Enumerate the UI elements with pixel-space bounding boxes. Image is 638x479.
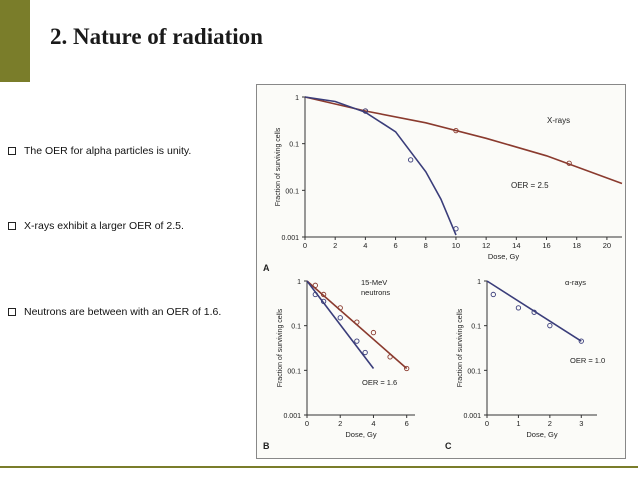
series-aerated	[304, 96, 459, 236]
data-point-marker	[362, 349, 368, 356]
y-tick-label: 0.001	[281, 235, 299, 242]
data-point-marker	[370, 329, 377, 336]
data-point-marker	[354, 319, 360, 325]
data-point-marker	[515, 305, 522, 311]
data-point-marker	[354, 338, 360, 344]
x-tick-label: 3	[579, 419, 583, 428]
data-point-marker	[312, 282, 318, 288]
x-axis-label: Dose, Gy	[526, 430, 558, 439]
bullet-item-alpha: The OER for alpha particles is unity.	[8, 145, 191, 157]
x-tick-label: 16	[542, 241, 550, 250]
panel-b-letter: B	[263, 441, 270, 451]
data-point-marker	[547, 323, 553, 329]
bottom-rule	[0, 466, 638, 468]
y-tick-label: 0.001	[283, 413, 301, 420]
y-tick-label: 1	[297, 279, 301, 286]
x-tick-label: 4	[371, 419, 375, 428]
data-point-marker	[320, 298, 327, 305]
x-tick-label: 2	[333, 241, 337, 250]
y-tick-label: 0.1	[291, 324, 301, 331]
data-point-marker	[453, 226, 459, 232]
x-tick-label: 0	[305, 419, 309, 428]
bullet-box-icon	[8, 222, 16, 230]
bullet-box-icon	[8, 147, 16, 155]
data-point-marker	[404, 365, 410, 372]
x-axis-label: Dose, Gy	[488, 252, 520, 261]
y-tick-label: 00.1	[285, 188, 299, 195]
data-point-marker	[387, 354, 393, 360]
x-tick-label: 0	[485, 419, 489, 428]
series-aerated-and-hypoxic	[486, 280, 584, 344]
chart-annotation: α-rays	[565, 278, 586, 287]
survival-curves-figure: A B C 1 0.1 00.1 0.001 0 2 4 6 8 10 12 14 16 18 20 Dose…	[256, 84, 626, 459]
chart-annotation: OER = 1.6	[362, 378, 397, 387]
data-point-marker	[453, 128, 459, 134]
x-tick-label: 6	[405, 419, 409, 428]
bullet-text: Neutrons are between with an OER of 1.6.	[24, 306, 222, 318]
x-tick-label: 12	[482, 241, 490, 250]
chart-annotation: X-rays	[547, 116, 570, 125]
panel-a-letter: A	[263, 263, 270, 273]
y-tick-label: 1	[477, 279, 481, 286]
x-tick-label: 6	[393, 241, 397, 250]
chart-annotation: OER = 2.5	[511, 181, 549, 190]
y-tick-label: 00.1	[467, 368, 481, 375]
chart-annotation: OER = 1.0	[570, 356, 605, 365]
x-tick-label: 4	[363, 241, 367, 250]
survival-curve-line	[486, 280, 582, 342]
x-tick-label: 2	[548, 419, 552, 428]
y-axis-label: Fraction of surviving cells	[275, 127, 282, 206]
slide-title: 2. Nature of radiation	[50, 24, 263, 49]
series-hypoxic	[304, 96, 623, 185]
series-aerated	[306, 280, 375, 369]
x-tick-label: 8	[424, 241, 428, 250]
x-axis-label: Dose, Gy	[345, 430, 377, 439]
data-point-marker	[531, 309, 537, 315]
survival-curve-line	[304, 96, 457, 236]
data-point-marker	[337, 315, 343, 321]
chart-annotation: 15-MeV	[361, 278, 387, 287]
x-tick-label: 14	[512, 241, 520, 250]
survival-curve-line	[306, 280, 375, 369]
x-tick-label: 2	[338, 419, 342, 428]
x-tick-label: 10	[452, 241, 460, 250]
data-point-marker	[578, 338, 584, 344]
data-point-marker	[566, 160, 572, 166]
y-axis-label: Fraction of surviving cells	[457, 308, 464, 387]
title-accent-bar	[0, 0, 30, 82]
y-tick-label: 0.001	[463, 413, 481, 420]
x-tick-label: 1	[516, 419, 520, 428]
panel-c-letter: C	[445, 441, 452, 451]
bullet-box-icon	[8, 308, 16, 316]
x-tick-label: 20	[603, 241, 611, 250]
x-tick-label: 0	[303, 241, 307, 250]
data-point-marker	[490, 291, 496, 298]
series-hypoxic	[306, 280, 410, 372]
x-tick-label: 18	[573, 241, 581, 250]
y-axis-label: Fraction of surviving cells	[277, 308, 284, 387]
chart-annotation: neutrons	[361, 288, 390, 297]
y-tick-label: 1	[295, 95, 299, 102]
data-point-marker	[312, 291, 318, 298]
survival-curve-line	[304, 96, 623, 185]
bullet-item-xrays: X-rays exhibit a larger OER of 2.5.	[8, 220, 184, 232]
data-point-marker	[408, 157, 414, 163]
bullet-text: X-rays exhibit a larger OER of 2.5.	[24, 220, 184, 232]
data-point-marker	[362, 108, 369, 114]
y-tick-label: 0.1	[471, 324, 481, 331]
data-point-marker	[337, 305, 343, 311]
y-tick-label: 00.1	[287, 368, 301, 375]
y-tick-label: 0.1	[289, 142, 299, 149]
data-point-marker	[320, 291, 327, 298]
bullet-text: The OER for alpha particles is unity.	[24, 145, 192, 157]
bullet-item-neutrons: Neutrons are between with an OER of 1.6.	[8, 306, 221, 318]
